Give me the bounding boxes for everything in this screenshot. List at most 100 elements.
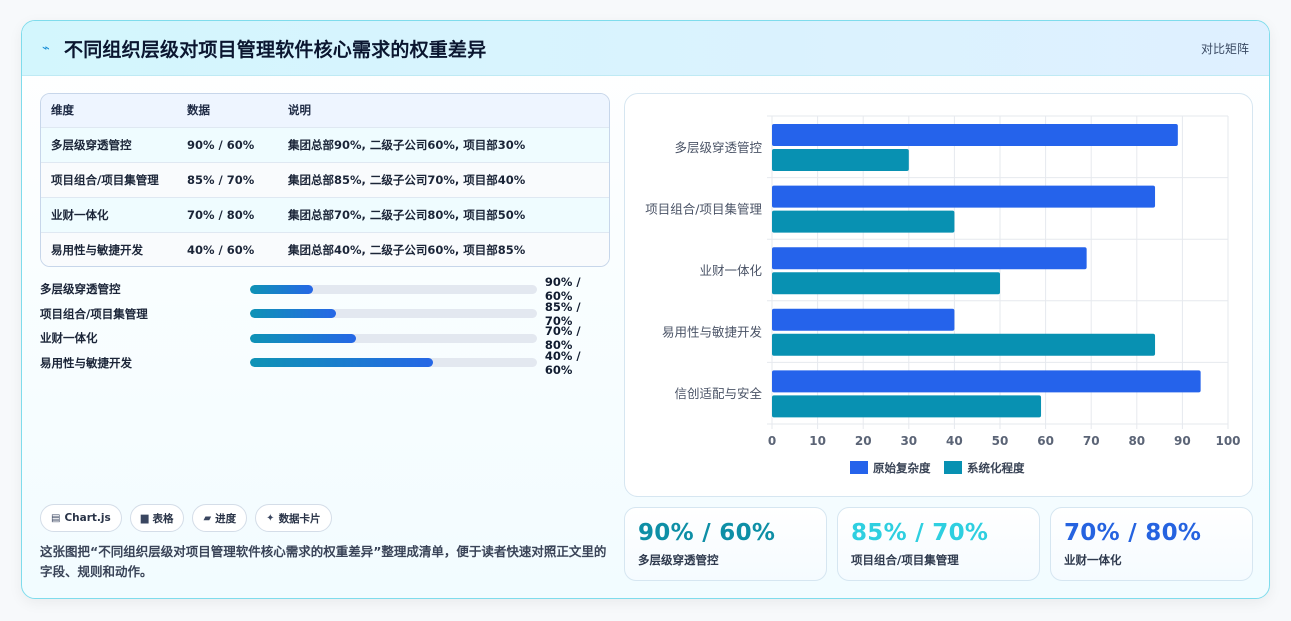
table-header-row: 维度 数据 说明 (41, 94, 609, 127)
bar (772, 272, 1000, 295)
table-header-note: 说明 (278, 94, 609, 127)
kpi-value: 70% / 80% (1064, 520, 1202, 546)
kpi-value: 85% / 70% (851, 520, 989, 546)
bar (772, 247, 1087, 270)
kpi-card: 85% / 70% 项目组合/项目集管理 (837, 507, 1040, 581)
progress-value: 90% / 60% (544, 275, 581, 304)
progress-list: 多层级穿透管控 90% / 60% 项目组合/项目集管理 85% / 70% 业… (40, 275, 612, 377)
y-tick-label: 业财一体化 (699, 263, 762, 278)
x-tick-label: 50 (992, 434, 1009, 448)
bar (772, 210, 955, 233)
bar (772, 370, 1201, 393)
table-header-dimension: 维度 (41, 94, 177, 127)
kpi-label: 多层级穿透管控 (638, 553, 719, 567)
table-cell: 集团总部40%, 二级子公司60%, 项目部85% (278, 231, 609, 266)
table-cell: 70% / 80% (177, 196, 278, 232)
table-cell: 集团总部70%, 二级子公司80%, 项目部50% (278, 196, 609, 232)
title-wrap: ⌁ 不同组织层级对项目管理软件核心需求的权重差异 (42, 35, 486, 62)
table-cell: 集团总部90%, 二级子公司60%, 项目部30% (278, 126, 609, 162)
x-tick-label: 20 (855, 434, 872, 448)
x-tick-label: 0 (768, 434, 776, 448)
x-tick-label: 80 (1128, 434, 1145, 448)
folder-icon: ▰ (203, 512, 212, 524)
progress-value: 40% / 60% (544, 348, 581, 377)
table: 维度 数据 说明 多层级穿透管控 90% / 60% 集团总部90%, 二级子公… (41, 94, 609, 266)
bar-chart: 0 10 20 30 40 50 60 70 80 90 100 多层级穿透管控项目组合/项目集管理业… (624, 93, 1253, 497)
bar (772, 149, 909, 171)
table-row: 业财一体化 70% / 80% 集团总部70%, 二级子公司80%, 项目部50… (41, 196, 609, 232)
kpi-label: 业财一体化 (1064, 553, 1122, 567)
legend-swatch (944, 461, 962, 474)
progress-label: 多层级穿透管控 (40, 282, 121, 297)
progress-label: 项目组合/项目集管理 (40, 306, 148, 321)
x-tick-label: 60 (1037, 434, 1054, 448)
progress-track (249, 333, 537, 343)
table-cell: 项目组合/项目集管理 (41, 161, 177, 197)
x-tick-label: 100 (1215, 434, 1240, 448)
y-tick-label: 项目组合/项目集管理 (645, 201, 762, 216)
pill-table[interactable]: ▆ 表格 (129, 504, 185, 532)
table-cell: 集团总部85%, 二级子公司70%, 项目部40% (278, 161, 609, 197)
x-tick-label: 10 (809, 434, 826, 448)
table-row: 易用性与敏捷开发 40% / 60% 集团总部40%, 二级子公司60%, 项目… (41, 231, 609, 266)
progress-fill (249, 333, 356, 343)
bar (772, 333, 1156, 356)
table-row: 多层级穿透管控 90% / 60% 集团总部90%, 二级子公司60%, 项目部… (41, 126, 609, 162)
progress-label: 业财一体化 (40, 331, 98, 346)
progress-row: 易用性与敏捷开发 40% / 60% (40, 348, 612, 377)
progress-track (249, 309, 537, 319)
pill-label: 表格 (152, 512, 174, 525)
y-tick-label: 多层级穿透管控 (674, 140, 762, 155)
pill-data-card[interactable]: ✦ 数据卡片 (255, 504, 332, 532)
table-cell: 多层级穿透管控 (41, 126, 177, 162)
main-card: ⌁ 不同组织层级对项目管理软件核心需求的权重差异 对比矩阵 维度 数据 说明 多… (21, 20, 1270, 599)
table-cell: 40% / 60% (177, 231, 278, 266)
legend-label: 系统化程度 (967, 461, 1025, 475)
kpi-value: 90% / 60% (638, 520, 776, 546)
kpi-card: 90% / 60% 多层级穿透管控 (624, 507, 827, 581)
y-tick-label: 信创适配与安全 (674, 386, 762, 401)
progress-row: 多层级穿透管控 90% / 60% (40, 275, 612, 304)
table-cell: 业财一体化 (41, 196, 177, 232)
kpi-cards: 90% / 60% 多层级穿透管控 85% / 70% 项目组合/项目集管理 7… (624, 507, 1253, 581)
legend-label: 原始复杂度 (873, 461, 931, 475)
progress-track (249, 358, 537, 368)
lightning-icon: ⌁ (42, 40, 50, 56)
bar (772, 308, 955, 331)
table-cell: 易用性与敏捷开发 (41, 231, 177, 266)
progress-label: 易用性与敏捷开发 (40, 355, 132, 370)
chart-svg: 0 10 20 30 40 50 60 70 80 90 100 多层级穿透管控项目组合/项目集管理业… (645, 115, 1241, 475)
data-table: 维度 数据 说明 多层级穿透管控 90% / 60% 集团总部90%, 二级子公… (40, 93, 610, 267)
bar (772, 185, 1156, 208)
x-tick-label: 70 (1083, 434, 1100, 448)
progress-fill (249, 284, 313, 294)
bar (772, 124, 1178, 146)
tag-pills: ▤ Chart.js ▆ 表格 ▰ 进度 ✦ 数据卡片 (40, 504, 332, 532)
y-tick-label: 易用性与敏捷开发 (662, 325, 763, 340)
table-row: 项目组合/项目集管理 85% / 70% 集团总部85%, 二级子公司70%, … (41, 161, 609, 197)
pill-chartjs[interactable]: ▤ Chart.js (40, 504, 122, 532)
table-icon: ▆ (140, 512, 149, 524)
progress-row: 项目组合/项目集管理 85% / 70% (40, 299, 612, 328)
x-tick-label: 90 (1174, 434, 1191, 448)
progress-value: 85% / 70% (544, 299, 581, 328)
sparkle-icon: ✦ (266, 512, 275, 524)
table-cell: 85% / 70% (177, 161, 278, 197)
pill-label: 数据卡片 (278, 512, 321, 525)
pill-label: Chart.js (64, 512, 111, 524)
bar (772, 395, 1042, 418)
progress-track (249, 284, 537, 294)
kpi-label: 项目组合/项目集管理 (851, 553, 959, 567)
progress-fill (249, 309, 336, 319)
table-cell: 90% / 60% (177, 126, 278, 162)
page-title: 不同组织层级对项目管理软件核心需求的权重差异 (64, 38, 487, 61)
legend-swatch (850, 461, 868, 474)
kpi-card: 70% / 80% 业财一体化 (1050, 507, 1253, 581)
progress-fill (249, 358, 434, 368)
pill-label: 进度 (215, 512, 237, 525)
x-tick-label: 30 (900, 434, 917, 448)
pill-progress[interactable]: ▰ 进度 (192, 504, 248, 532)
x-tick-label: 40 (946, 434, 963, 448)
progress-value: 70% / 80% (544, 324, 581, 353)
header-tag: 对比矩阵 (1200, 41, 1249, 56)
